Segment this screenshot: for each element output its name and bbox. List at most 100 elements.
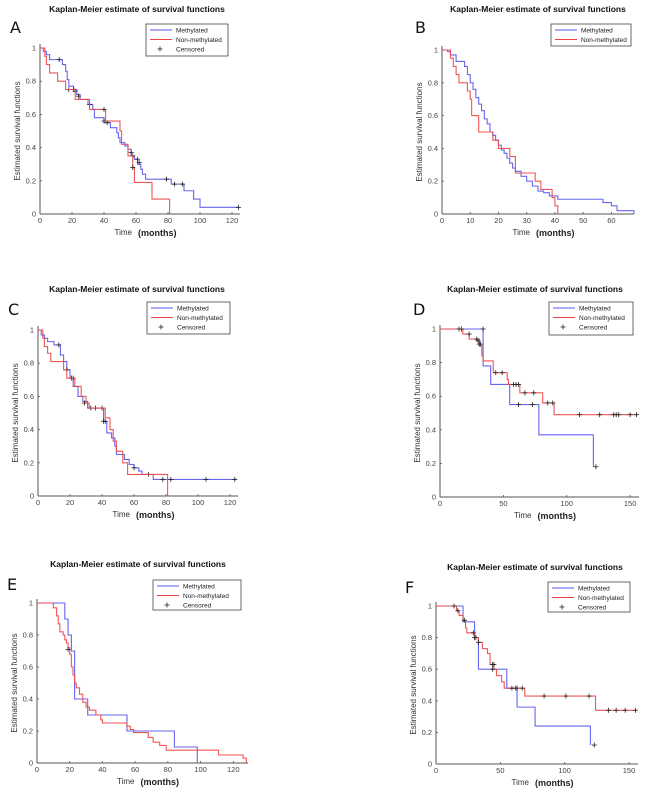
survival-curve-non-methylated: [38, 329, 169, 496]
y-tick-label: 0.2: [422, 728, 432, 737]
censor-mark: [168, 476, 174, 482]
censor-mark: [136, 160, 142, 166]
censor-mark: [550, 400, 556, 406]
censor-mark: [128, 150, 134, 156]
chart-title: Kaplan-Meier estimate of survival functi…: [450, 4, 626, 14]
x-tick-label: 150: [623, 766, 636, 775]
y-tick-label: 0: [32, 210, 36, 219]
censor-mark: [203, 476, 209, 482]
y-tick-label: 0: [434, 210, 438, 219]
censor-mark: [461, 617, 467, 623]
y-axis-label: Estimated survival functions: [409, 635, 418, 734]
censor-mark: [499, 370, 505, 376]
censor-mark: [475, 639, 481, 645]
y-tick-label: 0: [29, 759, 33, 768]
y-axis-label: Estimated survival functions: [10, 633, 19, 732]
y-tick-label: 0.6: [428, 111, 438, 120]
legend-label: Methylated: [176, 27, 208, 34]
y-tick-label: 0.8: [23, 631, 33, 640]
censor-mark: [75, 93, 81, 99]
censor-mark: [591, 742, 597, 748]
y-axis-label: Estimated survival functions: [13, 81, 22, 180]
y-tick-label: 0: [428, 760, 432, 769]
legend-label: Censored: [183, 602, 212, 609]
x-tick-label: 80: [164, 216, 172, 225]
legend-label: Non-methylated: [578, 595, 624, 602]
x-tick-label: 20: [66, 498, 74, 507]
censor-mark: [530, 402, 536, 408]
legend: Methylated Non-methylated Censored: [547, 581, 631, 613]
x-tick-label: 80: [164, 765, 172, 774]
x-tick-label: 100: [194, 765, 207, 774]
survival-curve-non-methylated: [40, 47, 171, 214]
x-axis-unit: (months): [535, 778, 574, 788]
censor-mark: [455, 608, 461, 614]
survival-curve-methylated: [440, 328, 594, 467]
panel-label: B: [415, 18, 426, 37]
y-tick-label: 0.6: [23, 663, 33, 672]
x-tick-label: 10: [466, 216, 474, 225]
censor-mark: [101, 106, 107, 112]
x-axis-label: Time: [512, 778, 530, 787]
y-tick-label: 0.4: [426, 425, 436, 434]
y-tick-label: 1: [428, 602, 432, 611]
y-tick-label: 0.8: [428, 78, 438, 87]
censor-mark: [232, 476, 238, 482]
x-axis-unit: (months): [538, 511, 577, 521]
x-axis-unit: (months): [138, 228, 177, 238]
y-tick-label: 0.4: [24, 425, 34, 434]
km-panel-b: Kaplan-Meier estimate of survival functi…: [415, 4, 635, 238]
censor-mark: [597, 412, 603, 418]
y-tick-label: 0.4: [26, 143, 36, 152]
censor-mark: [56, 57, 62, 63]
x-axis-label: Time: [113, 510, 131, 519]
censor-mark: [493, 370, 499, 376]
x-tick-label: 50: [499, 499, 507, 508]
y-tick-label: 0.2: [428, 177, 438, 186]
x-tick-label: 60: [132, 216, 140, 225]
x-tick-label: 120: [226, 216, 239, 225]
y-axis-label: Estimated survival functions: [11, 363, 20, 462]
x-tick-label: 20: [68, 216, 76, 225]
legend-label: Methylated: [177, 305, 209, 312]
y-tick-label: 1: [32, 44, 36, 53]
censor-mark: [491, 661, 497, 667]
x-tick-label: 120: [224, 498, 237, 507]
censor-mark: [632, 707, 638, 713]
censor-mark: [605, 707, 611, 713]
chart-title: Kaplan-Meier estimate of survival functi…: [447, 284, 623, 294]
survival-curve-methylated: [40, 47, 239, 208]
x-axis-label: Time: [115, 228, 133, 237]
censor-mark: [102, 418, 108, 424]
y-tick-label: 1: [434, 46, 438, 55]
censor-mark: [131, 465, 137, 471]
censor-mark: [633, 412, 639, 418]
survival-curve-non-methylated: [37, 602, 247, 763]
legend-label: Censored: [579, 324, 608, 331]
chart-title: Kaplan-Meier estimate of survival functi…: [50, 559, 226, 569]
censor-mark: [613, 707, 619, 713]
censor-mark: [171, 181, 177, 187]
legend: Methylated Non-methylated Censored: [548, 301, 634, 336]
km-panel-f: Kaplan-Meier estimate of survival functi…: [405, 562, 638, 788]
x-tick-label: 60: [607, 216, 615, 225]
chart-title: Kaplan-Meier estimate of survival functi…: [49, 284, 225, 294]
x-tick-label: 100: [558, 766, 571, 775]
survival-curve-non-methylated: [436, 605, 637, 711]
x-tick-label: 0: [38, 216, 42, 225]
panel-label: A: [10, 18, 21, 37]
censor-mark: [56, 342, 62, 348]
x-axis-label: Time: [513, 228, 531, 237]
y-tick-label: 0: [432, 493, 436, 502]
legend: Methylated Non-methylated Censored: [152, 579, 242, 611]
y-tick-label: 0.8: [426, 358, 436, 367]
censor-mark: [65, 646, 71, 652]
x-tick-label: 0: [438, 499, 442, 508]
censor-mark: [516, 402, 522, 408]
censor-mark: [541, 693, 547, 699]
y-tick-label: 0.2: [23, 727, 33, 736]
x-tick-label: 40: [98, 765, 106, 774]
censor-mark: [622, 707, 628, 713]
censor-mark: [470, 630, 476, 636]
survival-curve-methylated: [37, 602, 198, 763]
